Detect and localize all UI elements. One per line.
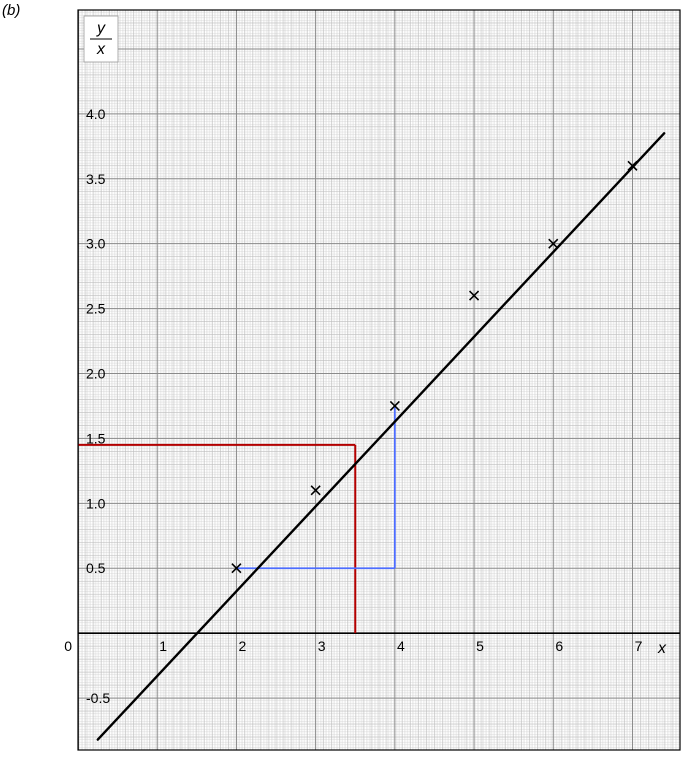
svg-text:-0.5: -0.5 [86,690,110,706]
panel-label: (b) [2,2,20,19]
svg-text:4: 4 [397,638,405,654]
svg-text:x: x [96,41,106,58]
svg-text:3.0: 3.0 [86,236,106,252]
svg-text:2.0: 2.0 [86,366,106,382]
svg-text:1.5: 1.5 [86,430,106,446]
svg-text:2: 2 [239,638,247,654]
svg-text:7: 7 [635,638,643,654]
svg-text:x: x [657,640,667,657]
svg-text:6: 6 [555,638,563,654]
svg-text:1: 1 [159,638,167,654]
xy-plot: 01234567x-0.50.51.01.52.02.53.03.54.04.5… [0,0,697,763]
svg-text:5: 5 [476,638,484,654]
svg-text:2.5: 2.5 [86,301,106,317]
svg-text:y: y [96,20,106,37]
svg-text:3: 3 [318,638,326,654]
chart-container: (b) 01234567x-0.50.51.01.52.02.53.03.54.… [0,0,697,763]
svg-text:3.5: 3.5 [86,171,106,187]
svg-text:0.5: 0.5 [86,560,106,576]
svg-text:4.0: 4.0 [86,106,106,122]
svg-text:0: 0 [64,638,72,654]
svg-text:1.0: 1.0 [86,495,106,511]
